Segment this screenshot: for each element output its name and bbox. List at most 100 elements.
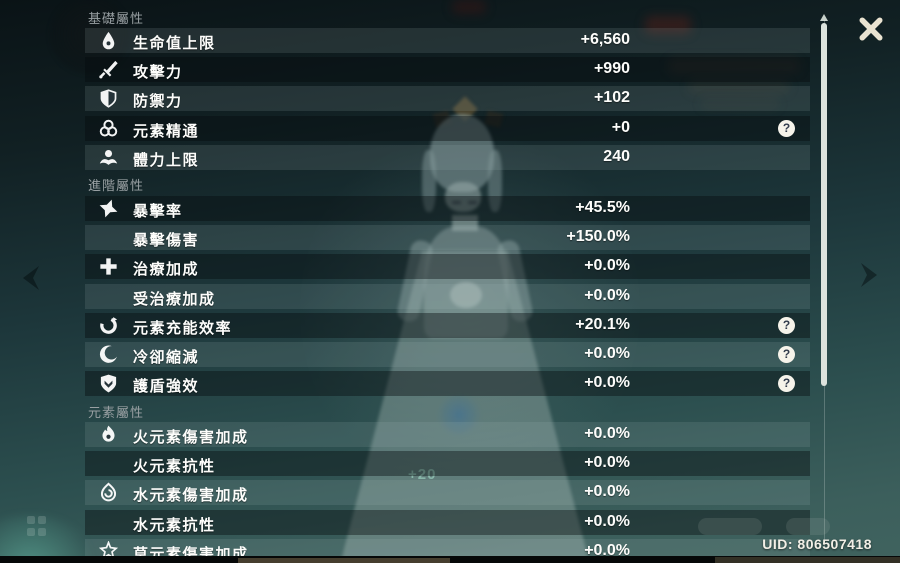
grid-menu-icon[interactable] — [27, 516, 47, 536]
stat-value: +0.0% — [584, 345, 630, 362]
elemental-mastery-icon — [98, 118, 119, 139]
character-hair — [488, 150, 502, 212]
pyro-icon — [98, 424, 119, 445]
help-icon[interactable]: ? — [778, 120, 795, 137]
stat-value: +0.0% — [584, 374, 630, 391]
character-hair — [422, 150, 436, 212]
stat-label: 暴擊傷害 — [133, 231, 200, 249]
close-icon[interactable] — [856, 14, 886, 44]
healing-bonus-icon — [98, 256, 119, 277]
stat-label: 生命值上限 — [133, 34, 216, 52]
character-flower-ornament — [436, 394, 482, 436]
hp-icon — [98, 30, 119, 51]
stat-label: 受治療加成 — [133, 290, 216, 308]
background-blob — [645, 16, 691, 34]
stat-value: +0.0% — [584, 257, 630, 274]
stat-label: 護盾強效 — [133, 377, 200, 395]
stat-label: 暴擊率 — [133, 202, 183, 220]
stat-value: +0.0% — [584, 483, 630, 500]
chevron-right-icon[interactable] — [857, 261, 883, 289]
stat-row: 冷卻縮減 +0.0% ? — [85, 342, 810, 367]
scrollbar-arrow-icon — [820, 14, 828, 21]
stat-label: 水元素抗性 — [133, 516, 216, 534]
help-glyph: ? — [782, 347, 791, 361]
stat-row: 治療加成 +0.0% — [85, 254, 810, 279]
stat-value: +990 — [593, 60, 630, 77]
background-emblem — [50, 0, 130, 74]
section-title: 基礎屬性 — [88, 11, 145, 26]
character-eye — [452, 201, 461, 204]
uid-label: UID: 806507418 — [762, 536, 872, 552]
stat-row: 火元素抗性 +0.0% — [85, 451, 810, 476]
help-icon[interactable]: ? — [778, 317, 795, 334]
dendro-icon — [98, 541, 119, 562]
character-hair — [430, 114, 494, 192]
stat-value: +150.0% — [566, 228, 630, 245]
shield-strength-icon — [98, 373, 119, 394]
bottom-strip-segment — [238, 558, 450, 563]
help-glyph: ? — [782, 121, 791, 135]
stat-label: 水元素傷害加成 — [133, 486, 249, 504]
stat-row: 防禦力 +102 — [85, 86, 810, 111]
stat-label: 防禦力 — [133, 92, 183, 110]
crit-rate-icon — [98, 198, 119, 219]
background-blob — [452, 0, 486, 14]
background-text-blur — [688, 80, 790, 94]
scrollbar-thumb[interactable] — [821, 23, 827, 386]
help-glyph: ? — [782, 318, 791, 332]
character-eye — [468, 201, 477, 204]
stat-row: 水元素傷害加成 +0.0% — [85, 480, 810, 505]
help-glyph: ? — [782, 376, 791, 390]
stat-row: 生命值上限 +6,560 — [85, 28, 810, 53]
stat-row: 體力上限 240 — [85, 145, 810, 170]
cooldown-icon — [98, 344, 119, 365]
stat-row: 火元素傷害加成 +0.0% — [85, 422, 810, 447]
stat-value: 240 — [603, 148, 630, 165]
heal-number: +20 — [408, 466, 437, 483]
stat-value: +20.1% — [575, 316, 630, 333]
stat-row: 暴擊率 +45.5% — [85, 196, 810, 221]
stat-value: +102 — [593, 89, 630, 106]
background-button — [786, 518, 830, 535]
stat-row: 受治療加成 +0.0% — [85, 284, 810, 309]
stat-row: 元素充能效率 +20.1% ? — [85, 313, 810, 338]
background-button — [698, 518, 762, 535]
section-title: 元素屬性 — [88, 405, 145, 420]
bottom-strip-segment — [715, 557, 900, 563]
stat-value: +6,560 — [580, 31, 630, 48]
stat-row: 元素精通 +0 ? — [85, 116, 810, 141]
atk-icon — [98, 59, 119, 80]
background-text-blur — [668, 58, 800, 74]
stat-label: 治療加成 — [133, 260, 200, 278]
stat-value: +0.0% — [584, 425, 630, 442]
stat-label: 火元素抗性 — [133, 457, 216, 475]
stamina-icon — [98, 147, 119, 168]
background-text-blur — [700, 98, 780, 110]
stat-value: +0.0% — [584, 542, 630, 559]
stat-row: 護盾強效 +0.0% ? — [85, 371, 810, 396]
stat-label: 火元素傷害加成 — [133, 428, 249, 446]
stat-label: 體力上限 — [133, 151, 200, 169]
stat-label: 元素充能效率 — [133, 319, 233, 337]
stat-row: 暴擊傷害 +150.0% — [85, 225, 810, 250]
stat-row: 攻擊力 +990 — [85, 57, 810, 82]
chevron-left-icon[interactable] — [17, 264, 43, 292]
hydro-icon — [98, 482, 119, 503]
stat-value: +0.0% — [584, 287, 630, 304]
energy-recharge-icon — [98, 315, 119, 336]
stat-label: 攻擊力 — [133, 63, 183, 81]
stat-row: 水元素抗性 +0.0% — [85, 510, 810, 535]
stat-value: +0.0% — [584, 513, 630, 530]
stat-value: +0.0% — [584, 454, 630, 471]
character-collar — [452, 215, 478, 231]
help-icon[interactable]: ? — [778, 346, 795, 363]
stat-label: 冷卻縮減 — [133, 348, 200, 366]
stat-label: 元素精通 — [133, 122, 200, 140]
stat-value: +45.5% — [575, 199, 630, 216]
character-face — [445, 182, 481, 212]
section-title: 進階屬性 — [88, 178, 145, 193]
character-hands — [450, 282, 482, 308]
def-icon — [98, 88, 119, 109]
help-icon[interactable]: ? — [778, 375, 795, 392]
